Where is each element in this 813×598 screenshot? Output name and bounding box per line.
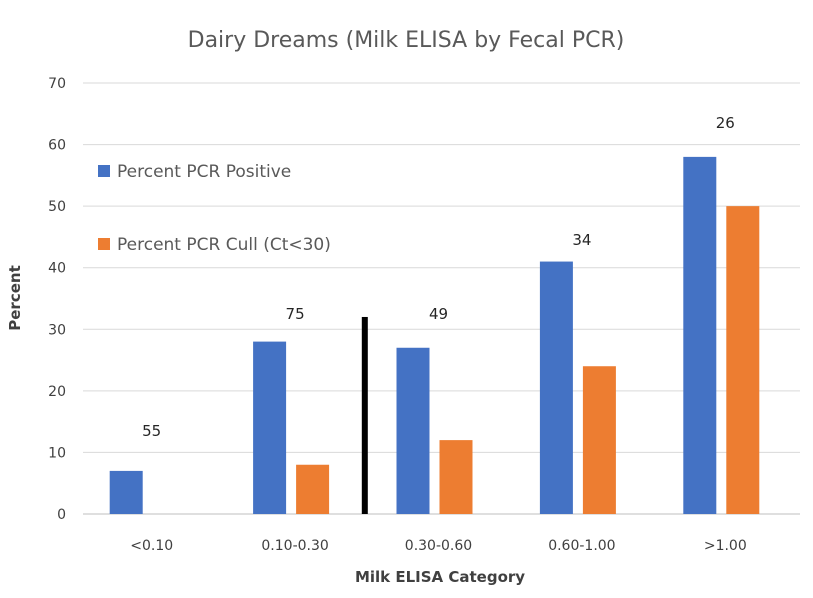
y-tick-label: 0 <box>57 507 66 523</box>
y-tick-label: 50 <box>48 199 66 215</box>
y-tick-label: 40 <box>48 261 66 277</box>
count-annotation: 55 <box>142 422 161 440</box>
x-tick-label: 0.30-0.60 <box>405 538 472 554</box>
legend-swatch <box>98 238 110 250</box>
legend-swatch <box>98 165 110 177</box>
chart-title: Dairy Dreams (Milk ELISA by Fecal PCR) <box>188 28 625 53</box>
count-annotation: 49 <box>429 305 448 323</box>
x-axis-title: Milk ELISA Category <box>355 568 525 586</box>
y-axis-title: Percent <box>6 265 24 330</box>
cutoff-marker-line <box>361 316 368 514</box>
y-tick-label: 70 <box>48 76 66 92</box>
y-tick-label: 20 <box>48 384 66 400</box>
x-tick-label: 0.60-1.00 <box>548 538 615 554</box>
legend-label: Percent PCR Cull (Ct<30) <box>117 235 331 255</box>
bar-pcr-positive <box>253 341 287 514</box>
x-tick-label: <0.10 <box>130 538 173 554</box>
bar-pcr-cull <box>439 440 473 514</box>
bars <box>109 156 760 514</box>
count-annotation: 75 <box>286 305 305 323</box>
gridlines <box>83 82 800 515</box>
bar-pcr-positive <box>539 261 573 514</box>
bar-pcr-positive <box>396 347 430 514</box>
annotations: 55 75 49 34 26 <box>142 114 735 440</box>
legend-label: Percent PCR Positive <box>117 162 291 182</box>
bar-pcr-positive <box>109 470 143 514</box>
bar-pcr-cull <box>582 366 616 514</box>
bar-pcr-cull <box>726 206 760 514</box>
count-annotation: 26 <box>716 114 735 132</box>
y-axis-ticks: 0 10 20 30 40 50 60 70 <box>48 76 66 523</box>
bar-pcr-positive <box>683 156 717 514</box>
y-tick-label: 30 <box>48 322 66 338</box>
legend: Percent PCR Positive Percent PCR Cull (Ct… <box>98 162 331 255</box>
bar-pcr-cull <box>296 464 330 514</box>
count-annotation: 34 <box>572 231 591 249</box>
x-axis-ticks: <0.10 0.10-0.30 0.30-0.60 0.60-1.00 >1.00 <box>130 538 747 554</box>
x-tick-label: >1.00 <box>704 538 747 554</box>
x-tick-label: 0.10-0.30 <box>261 538 328 554</box>
y-tick-label: 60 <box>48 138 66 154</box>
y-tick-label: 10 <box>48 445 66 461</box>
